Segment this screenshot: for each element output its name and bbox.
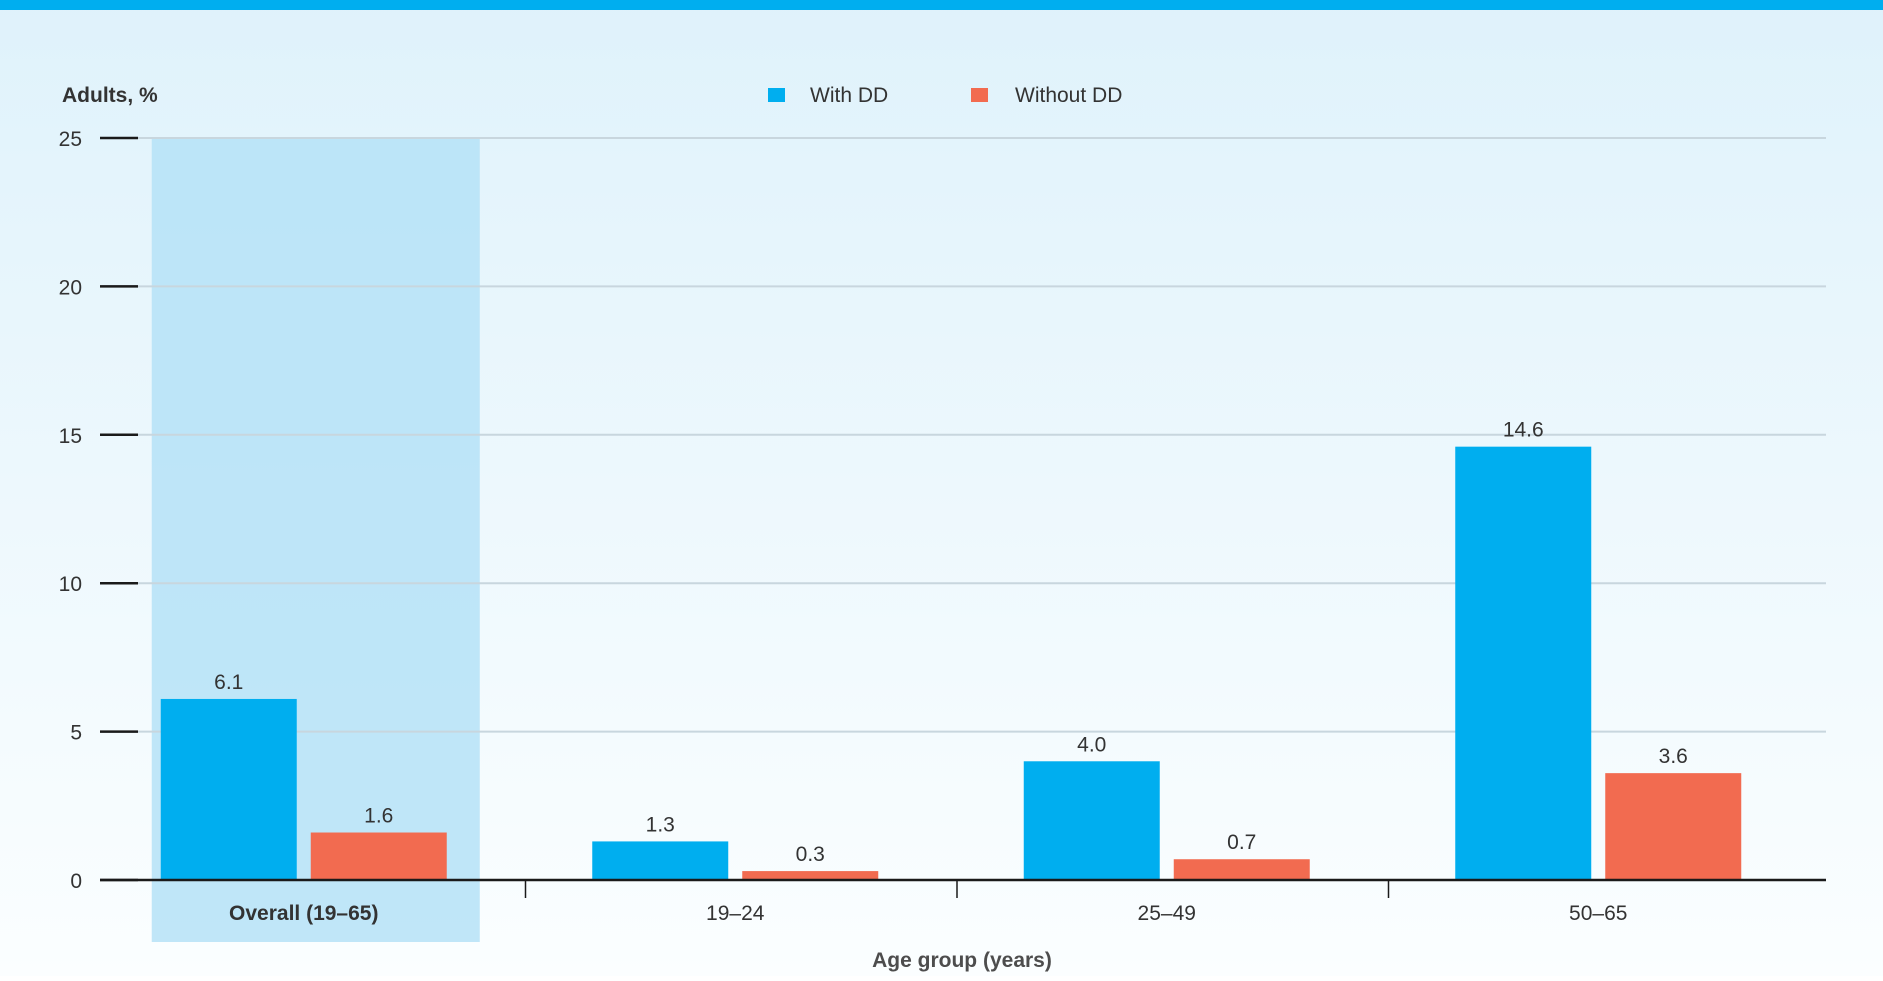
- y-tick-label: 5: [70, 722, 82, 745]
- bar-without-dd: [1173, 859, 1310, 880]
- y-tick-label: 15: [59, 425, 82, 448]
- data-label: 3.6: [1659, 745, 1688, 768]
- bar-with-dd: [592, 841, 729, 880]
- bar-without-dd: [1605, 773, 1742, 880]
- data-label: 1.6: [364, 805, 393, 828]
- data-label: 0.3: [796, 843, 825, 866]
- data-label: 1.3: [646, 813, 675, 836]
- data-label: 4.0: [1077, 733, 1106, 756]
- legend-label-with-dd: With DD: [810, 84, 888, 107]
- bar-with-dd: [1023, 761, 1160, 880]
- y-tick-label: 25: [59, 128, 82, 151]
- legend: With DD Without DD: [768, 84, 1122, 107]
- x-tick-label: 19–24: [706, 902, 765, 925]
- data-label: 6.1: [214, 671, 243, 694]
- x-axis-label: Age group (years): [872, 949, 1052, 972]
- bar-without-dd: [310, 832, 447, 880]
- x-tick-label: Overall (19–65): [229, 902, 378, 925]
- top-accent-bar: [0, 0, 1883, 10]
- y-tick-label: 20: [59, 276, 82, 299]
- y-tick-label: 0: [70, 870, 82, 893]
- legend-label-without-dd: Without DD: [1015, 84, 1122, 107]
- data-label: 14.6: [1503, 419, 1544, 442]
- legend-swatch-without-dd: [971, 88, 988, 102]
- x-tick-label: 25–49: [1138, 902, 1196, 925]
- bar-without-dd: [742, 871, 879, 880]
- y-tick-label: 10: [59, 573, 82, 596]
- bar-with-dd: [1455, 446, 1592, 880]
- x-tick-label: 50–65: [1569, 902, 1627, 925]
- bar-with-dd: [160, 698, 297, 880]
- data-label: 0.7: [1227, 831, 1256, 854]
- legend-swatch-with-dd: [768, 88, 785, 102]
- y-axis-label: Adults, %: [62, 84, 158, 107]
